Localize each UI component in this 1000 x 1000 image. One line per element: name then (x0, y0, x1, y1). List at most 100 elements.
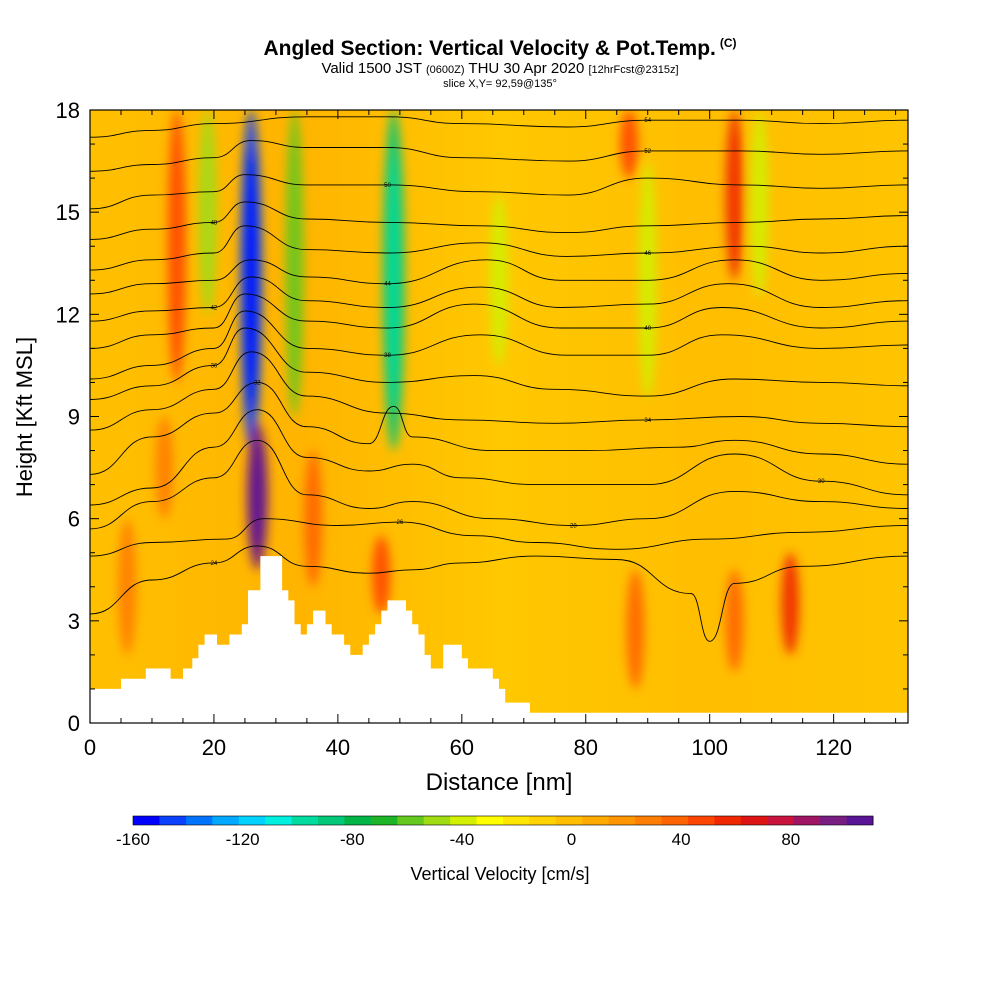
y-axis-label: Height [Kft MSL] (12, 337, 37, 497)
theta-contour-26 (90, 518, 908, 557)
velocity-cell-2 (198, 110, 217, 315)
x-tick-label: 100 (691, 735, 728, 760)
colorbar-tick-label: -80 (340, 830, 365, 849)
chart-title-text: Angled Section: Vertical Velocity & Pot.… (263, 37, 716, 60)
colorbar-swatch (159, 816, 187, 825)
velocity-core-0 (245, 149, 257, 412)
colorbar-swatch (450, 816, 478, 825)
y-tick-label: 12 (56, 302, 80, 327)
plot-area: 24 26 28 30 32 34 36 38 40 42 44 46 48 50 52 54 (90, 110, 908, 723)
colorbar-swatch (397, 816, 425, 825)
colorbar-swatch (212, 816, 240, 825)
valid-time-local: Valid 1500 JST (321, 60, 422, 77)
theta-contour-label: 34 (644, 418, 651, 424)
theta-contour-28 (90, 439, 908, 530)
y-tick-label: 0 (68, 711, 80, 736)
theta-contour-36 (90, 327, 908, 400)
valid-time-utc: (0600Z) (425, 64, 465, 76)
y-tick-label: 3 (68, 609, 80, 634)
x-tick-label: 80 (574, 735, 598, 760)
colorbar-swatch (582, 816, 610, 825)
colorbar-swatch (318, 816, 345, 825)
theta-contour-label: 28 (570, 523, 577, 529)
colorbar-swatch (555, 816, 583, 825)
theta-contour-40 (90, 293, 908, 349)
theta-contour-label: 38 (384, 353, 391, 359)
theta-contour-label: 46 (644, 251, 651, 257)
theta-contours: 24 26 28 30 32 34 36 38 40 42 44 46 48 50 52 54 (90, 116, 908, 642)
colorbar-swatch (846, 816, 874, 825)
velocity-cell-13 (626, 569, 645, 689)
theta-contour-32 (90, 381, 908, 475)
velocity-cell-16 (155, 416, 174, 519)
velocity-cell-8 (167, 110, 186, 383)
colorbar-swatch (344, 816, 372, 825)
velocity-cell-14 (781, 552, 800, 655)
theta-contour-label: 54 (644, 118, 651, 124)
theta-contour-52 (90, 140, 908, 172)
velocity-cell-10 (620, 110, 639, 179)
theta-contour-38 (90, 310, 908, 380)
theta-contour-label: 26 (397, 520, 404, 526)
x-tick-label: 40 (326, 735, 350, 760)
colorbar-swatch (133, 816, 160, 825)
colorbar-swatch (265, 816, 293, 825)
velocity-cell-1 (285, 110, 304, 417)
velocity-cell-15 (725, 569, 744, 672)
theta-contour-label: 36 (211, 363, 218, 369)
velocity-cell-6 (750, 110, 769, 298)
colorbar-swatch (476, 816, 504, 825)
colorbar-swatch (688, 816, 715, 825)
velocity-cell-11 (372, 535, 391, 615)
colorbar-tick-label: 0 (567, 830, 576, 849)
forecast-cycle: [12hrFcst@2315z] (588, 64, 679, 76)
theta-contour-label: 52 (644, 149, 651, 155)
colorbar-swatch (793, 816, 821, 825)
velocity-cell-17 (118, 518, 137, 655)
theta-contour-30 (90, 409, 908, 506)
theta-contour-44 (90, 259, 908, 295)
y-tick-label: 9 (68, 405, 80, 430)
colorbar-swatch (185, 816, 213, 825)
chart-title-mark: (C) (719, 36, 737, 50)
colorbar-swatch (529, 816, 557, 825)
colorbar: -160 -120 -80 -40 0 40 80 (116, 815, 874, 849)
theta-contour-label: 48 (211, 220, 218, 226)
y-tick-label: 15 (56, 200, 80, 225)
valid-date: THU 30 Apr 2020 (468, 60, 585, 77)
chart-title: Angled Section: Vertical Velocity & Pot.… (0, 36, 1000, 61)
colorbar-tick-label: -40 (450, 830, 475, 849)
colorbar-swatch (423, 816, 451, 825)
y-tick-label: 6 (68, 507, 80, 532)
theta-contour-label: 30 (818, 479, 825, 485)
colorbar-swatch (767, 816, 795, 825)
y-tick-label: 18 (56, 98, 80, 123)
colorbar-tick-label: -160 (116, 830, 150, 849)
theta-contour-label: 32 (254, 380, 261, 386)
theta-contour-label: 44 (384, 282, 391, 288)
colorbar-tick-label: 80 (781, 830, 800, 849)
colorbar-swatch (714, 816, 742, 825)
theta-contour-label: 24 (211, 561, 218, 567)
theta-contour-48 (90, 201, 908, 240)
colorbar-swatch (370, 816, 398, 825)
x-tick-label: 60 (450, 735, 474, 760)
x-tick-label: 20 (202, 735, 226, 760)
slice-info: slice X,Y= 92,59@135° (443, 78, 557, 90)
theta-contour-label: 40 (644, 326, 651, 332)
theta-contour-50 (90, 174, 908, 210)
x-tick-label: 120 (815, 735, 852, 760)
colorbar-tick-label: -120 (226, 830, 260, 849)
theta-contour-label: 42 (211, 306, 218, 312)
velocity-cell-4 (490, 195, 508, 366)
colorbar-tick-label: 40 (672, 830, 691, 849)
velocity-cell-12 (304, 450, 323, 587)
velocity-core-3 (388, 149, 400, 412)
valid-time: Valid 1500 JST (0600Z) THU 30 Apr 2020 [… (0, 60, 1000, 77)
theta-contour-label: 50 (384, 183, 391, 189)
x-tick-label: 0 (84, 735, 96, 760)
velocity-cell-9 (725, 110, 744, 281)
terrain (90, 556, 908, 723)
